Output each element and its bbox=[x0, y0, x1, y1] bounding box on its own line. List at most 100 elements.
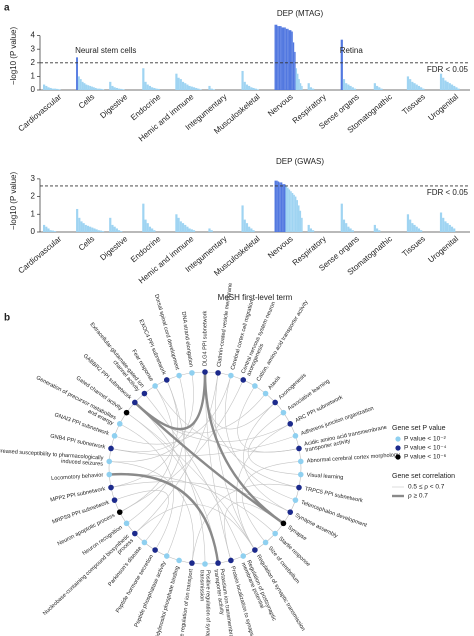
node-label-line: TRPC5 PPI subnetwork bbox=[304, 486, 363, 504]
bar bbox=[117, 88, 121, 90]
bar bbox=[100, 88, 103, 90]
node bbox=[296, 445, 302, 452]
bar bbox=[287, 187, 289, 232]
bar bbox=[102, 89, 105, 90]
bar bbox=[91, 86, 93, 90]
bar bbox=[142, 68, 145, 90]
bar bbox=[277, 26, 279, 90]
bar bbox=[280, 26, 282, 90]
node-label-line: DLG4 PPI subnetwork bbox=[202, 310, 208, 366]
bar bbox=[297, 73, 299, 90]
bar bbox=[111, 224, 114, 232]
bar bbox=[439, 212, 443, 232]
node-label: Ataxia bbox=[267, 375, 282, 392]
threshold-label: FDR < 0.05 bbox=[427, 188, 469, 197]
bar bbox=[113, 87, 116, 90]
bar bbox=[413, 83, 416, 90]
bar bbox=[420, 230, 423, 232]
x-tick-label: Endocrine bbox=[129, 234, 163, 264]
node-label-line: Phosphatidylinositol phosphate binding bbox=[149, 566, 181, 636]
bar bbox=[89, 226, 92, 232]
node bbox=[116, 421, 123, 427]
bar bbox=[144, 81, 147, 90]
bar bbox=[290, 30, 292, 90]
bar bbox=[153, 87, 156, 90]
bar bbox=[288, 189, 291, 232]
legend-swatch bbox=[395, 436, 401, 442]
y-tick-label: 0 bbox=[31, 85, 36, 94]
node bbox=[141, 390, 148, 397]
bar bbox=[56, 88, 59, 90]
bar bbox=[111, 85, 114, 90]
bar bbox=[378, 230, 381, 232]
bar bbox=[94, 87, 97, 90]
bar bbox=[373, 224, 376, 232]
bar bbox=[188, 85, 191, 90]
bar bbox=[457, 88, 460, 90]
bar bbox=[58, 89, 61, 90]
bar bbox=[175, 214, 178, 232]
edge bbox=[119, 379, 244, 513]
node-label-line: Abnormal cerebral cortex morphology bbox=[307, 452, 401, 464]
bar bbox=[420, 87, 423, 90]
node bbox=[252, 547, 258, 553]
node-label-line: Cation, amino acid transporter activity bbox=[256, 299, 310, 382]
node bbox=[240, 377, 247, 383]
bar bbox=[345, 223, 348, 232]
edge bbox=[110, 435, 296, 457]
node bbox=[272, 530, 278, 537]
x-tick-label: Endocrine bbox=[129, 92, 163, 122]
node-label: DLG4 PPI subnetwork bbox=[202, 310, 208, 366]
bar bbox=[448, 83, 451, 90]
node bbox=[215, 370, 221, 376]
bar bbox=[284, 27, 286, 90]
bar bbox=[406, 214, 410, 232]
bar bbox=[349, 85, 352, 90]
node bbox=[163, 377, 170, 383]
edge bbox=[110, 481, 291, 513]
bar bbox=[77, 76, 80, 90]
bar bbox=[450, 226, 454, 232]
annotation: Neural stem cells bbox=[75, 46, 136, 55]
bar bbox=[92, 87, 95, 90]
node-label-line: Positive regulation of ion transport bbox=[177, 568, 195, 636]
bar bbox=[279, 182, 281, 232]
node bbox=[296, 484, 302, 491]
legend-swatch bbox=[395, 454, 401, 460]
bar bbox=[80, 221, 83, 232]
bar bbox=[43, 224, 46, 232]
bar bbox=[146, 223, 149, 232]
bar bbox=[186, 226, 189, 232]
bar bbox=[113, 226, 116, 232]
node bbox=[287, 421, 294, 427]
bar bbox=[208, 228, 211, 232]
bar bbox=[51, 88, 54, 90]
node-label-line: DNA strand elongation bbox=[180, 311, 194, 367]
bar bbox=[248, 226, 251, 232]
bar bbox=[353, 88, 357, 90]
bar bbox=[177, 217, 180, 232]
bar bbox=[417, 85, 421, 90]
y-tick-label: 4 bbox=[31, 31, 36, 40]
x-tick-label: Hemic and immune bbox=[137, 234, 196, 286]
bar bbox=[151, 87, 154, 90]
bar bbox=[153, 230, 156, 232]
node-label: Phosphatidylinositol phosphate binding bbox=[149, 566, 181, 636]
node-label-line: transmission bbox=[199, 570, 205, 601]
bar bbox=[47, 87, 50, 90]
bar bbox=[151, 228, 154, 232]
legend-title: Gene set P value bbox=[392, 425, 446, 432]
node-label-line: Regulation of postsynaptic bbox=[245, 559, 277, 622]
node bbox=[176, 557, 182, 564]
bar bbox=[406, 76, 410, 90]
bar bbox=[76, 57, 78, 90]
x-tick-label: Nervous bbox=[266, 234, 295, 260]
y-axis-label: −log10 (P value) bbox=[9, 172, 18, 231]
bar bbox=[295, 68, 298, 90]
bar bbox=[179, 221, 182, 232]
node-label: Positive regulation of synaptictransmiss… bbox=[199, 570, 211, 636]
bar bbox=[122, 89, 125, 90]
edge bbox=[243, 402, 291, 513]
bar bbox=[199, 89, 202, 90]
bar bbox=[342, 79, 346, 90]
